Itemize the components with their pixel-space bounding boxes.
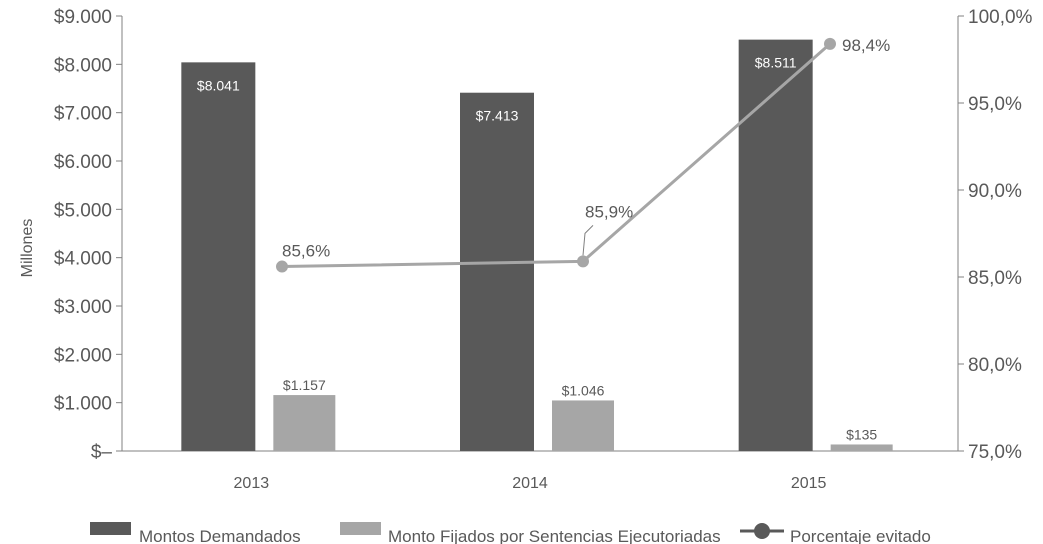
percentage-label: 85,9%	[585, 202, 633, 221]
percentage-line: 85,6% 85,9% 98,4%	[276, 36, 890, 273]
bar-label-montos-demandados: $8.041	[197, 77, 240, 93]
left-tick-label: $2.000	[54, 345, 112, 366]
left-tick-label: $8.000	[54, 55, 112, 76]
percentage-point	[276, 260, 288, 273]
percentage-label: 85,6%	[282, 242, 330, 261]
legend-swatch-monto-fijados	[340, 522, 381, 535]
legend: Montos Demandados Monto Fijados por Sente…	[90, 522, 931, 544]
x-tick-label: 2015	[791, 475, 827, 492]
legend-swatch-montos-demandados	[90, 522, 131, 535]
x-tick-label: 2014	[512, 475, 548, 492]
y-axis-title: Millones	[19, 219, 36, 278]
bar-label-montos-demandados: $7.413	[476, 108, 519, 124]
legend-label-porcentaje-evitado: Porcentaje evitado	[790, 527, 931, 544]
legend-label-monto-fijados: Monto Fijados por Sentencias Ejecutoriad…	[388, 527, 721, 544]
bar-montos-demandados	[181, 62, 256, 452]
bar-montos-demandados	[460, 92, 534, 451]
bar-label-montos-demandados: $8.511	[755, 55, 797, 71]
bar-label-monto-fijados: $1.157	[283, 377, 326, 393]
left-tick-label: $3.000	[54, 297, 112, 318]
bar-label-monto-fijados: $1.046	[562, 382, 605, 398]
right-tick-label: 100,0%	[968, 7, 1033, 28]
right-tick-label: 90,0%	[968, 181, 1022, 202]
bar-montos-demandados	[738, 39, 813, 451]
bar-monto-fijados	[830, 444, 893, 451]
left-tick-label: $5.000	[54, 200, 112, 221]
percentage-point	[577, 255, 589, 268]
bar-monto-fijados	[273, 395, 336, 451]
left-tick-label: $7.000	[54, 104, 112, 125]
left-tick-label: $6.000	[54, 152, 112, 173]
right-tick-label: 85,0%	[968, 268, 1022, 289]
x-tick-label: 2013	[234, 475, 270, 492]
left-axis-ticks: $– $1.000 $2.000 $3.000 $4.000 $5.000 $6.000 $7…	[54, 7, 122, 463]
category-labels: 2013 2014 2015	[234, 475, 827, 492]
percentage-point	[824, 37, 836, 50]
left-tick-label: $9.000	[54, 7, 112, 28]
percentage-leader-line	[582, 224, 594, 256]
right-tick-label: 75,0%	[968, 442, 1022, 463]
left-tick-label: $1.000	[54, 394, 112, 415]
bar-label-monto-fijados: $135	[846, 426, 877, 442]
percentage-label: 98,4%	[842, 36, 890, 55]
left-tick-label: $–	[91, 442, 113, 463]
right-tick-label: 95,0%	[968, 94, 1022, 115]
bars: $8.041 $1.157 $7.413 $1.046 $8.511 $135	[181, 39, 893, 452]
left-tick-label: $4.000	[54, 249, 112, 270]
right-axis-ticks: 75,0% 80,0% 85,0% 90,0% 95,0% 100,0%	[958, 7, 1033, 463]
right-tick-label: 80,0%	[968, 355, 1022, 376]
legend-marker-porcentaje-evitado	[754, 523, 770, 539]
bar-monto-fijados	[552, 400, 614, 451]
legend-label-montos-demandados: Montos Demandados	[139, 527, 301, 544]
